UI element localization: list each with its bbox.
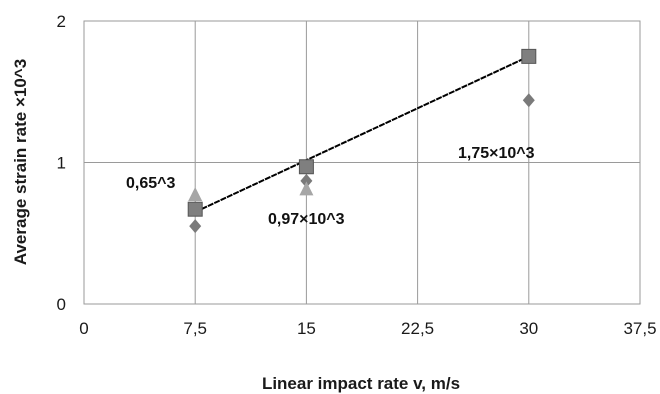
y-tick-label: 0 bbox=[57, 295, 66, 314]
square-marker bbox=[298, 159, 314, 175]
y-tick-label: 1 bbox=[57, 154, 66, 173]
y-axis-ticks: 0 1 2 bbox=[57, 12, 66, 314]
x-tick-label: 30 bbox=[519, 319, 538, 338]
triangle-marker bbox=[299, 181, 314, 196]
square-marker bbox=[187, 201, 203, 217]
x-tick-label: 7,5 bbox=[183, 319, 207, 338]
x-tick-label: 22,5 bbox=[401, 319, 434, 338]
annotation-0-65: 0,65^3 bbox=[126, 175, 175, 192]
annotation-1-75: 1,75×10^3 bbox=[458, 145, 535, 162]
x-axis-ticks: 0 7,5 15 22,5 30 37,5 bbox=[79, 319, 656, 338]
y-tick-label: 2 bbox=[57, 12, 66, 31]
diamond-marker bbox=[300, 173, 313, 188]
y-axis-title: Average strain rate ×10^3 bbox=[11, 59, 30, 265]
triangle-marker bbox=[188, 187, 203, 202]
x-tick-label: 37,5 bbox=[623, 319, 656, 338]
x-tick-label: 15 bbox=[297, 319, 316, 338]
annotation-0-97: 0,97×10^3 bbox=[268, 211, 345, 228]
trendline bbox=[194, 55, 530, 213]
data-markers bbox=[187, 48, 537, 234]
diamond-marker bbox=[522, 93, 535, 108]
square-marker bbox=[521, 48, 537, 64]
x-axis-title: Linear impact rate v, m/s bbox=[262, 374, 460, 393]
x-tick-label: 0 bbox=[79, 319, 88, 338]
diamond-marker bbox=[189, 219, 202, 234]
